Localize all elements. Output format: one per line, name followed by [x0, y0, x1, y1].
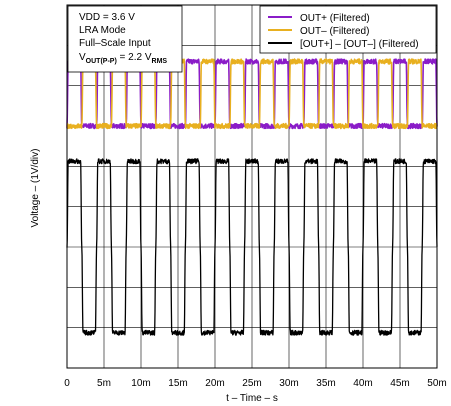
x-tick-label: 10m	[131, 378, 150, 389]
series-line-difference	[66, 158, 438, 336]
annotation-vout-mid: = 2.2 V	[117, 52, 152, 63]
annotation-box-frame	[67, 5, 183, 73]
legend-label-out-minus: OUT– (Filtered)	[300, 26, 369, 37]
annotation-mode: LRA Mode	[79, 25, 126, 36]
x-tick-label: 45m	[390, 378, 409, 389]
x-tick-label: 15m	[168, 378, 187, 389]
x-tick-label: 50m	[427, 378, 446, 389]
x-tick-label: 0	[64, 378, 70, 389]
annotation-vout-sub1: OUT(P-P)	[86, 58, 117, 65]
annotation-box: VDD = 3.6 V LRA Mode Full–Scale Input VO…	[67, 5, 183, 73]
x-tick-labels: 0 5m 10m 15m 20m 25m 30m 35m 40m 45m 50m	[64, 378, 447, 389]
plot-frame	[66, 4, 438, 369]
annotation-vout: VOUT(P-P) = 2.2 VRMS	[79, 52, 167, 65]
annotation-vout-sub2: RMS	[152, 58, 168, 65]
x-tick-label: 40m	[353, 378, 372, 389]
series-line-out-minus	[66, 58, 438, 130]
x-tick-label: 35m	[316, 378, 335, 389]
legend: OUT+ (Filtered) OUT– (Filtered) [OUT+] –…	[259, 5, 437, 54]
annotation-input: Full–Scale Input	[79, 38, 151, 49]
x-axis-label: t – Time – s	[226, 393, 278, 404]
x-tick-label: 25m	[242, 378, 261, 389]
x-tick-label: 20m	[205, 378, 224, 389]
annotation-vout-main: V	[79, 52, 86, 63]
legend-label-difference: [OUT+] – [OUT–] (Filtered)	[300, 39, 419, 50]
legend-label-out-plus: OUT+ (Filtered)	[300, 13, 370, 24]
y-axis-label: Voltage – (1V/div)	[30, 149, 41, 228]
x-tick-label: 5m	[97, 378, 111, 389]
annotation-vdd: VDD = 3.6 V	[79, 12, 135, 23]
x-tick-label: 30m	[279, 378, 298, 389]
